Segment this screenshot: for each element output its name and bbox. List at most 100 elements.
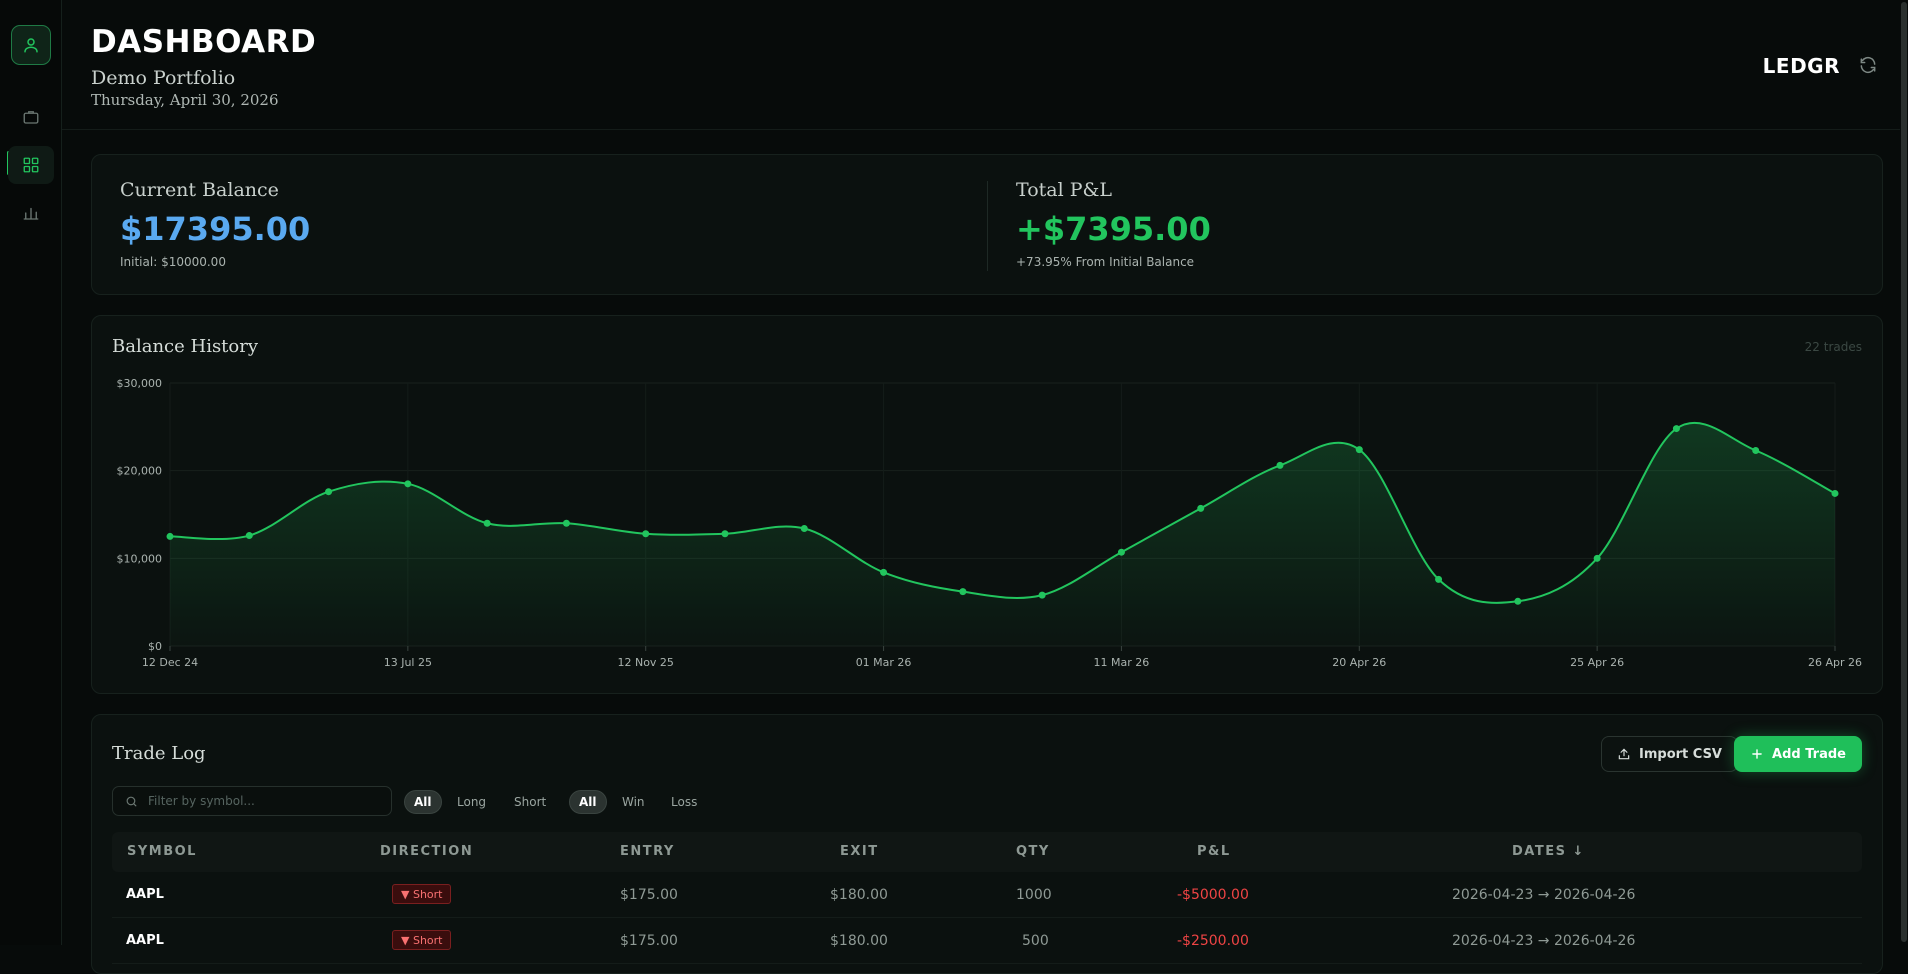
data-point bbox=[959, 588, 967, 596]
trade-log-card: Trade Log Import CSV Add Trade All Long … bbox=[91, 714, 1883, 974]
cell-pnl: -$5000.00 bbox=[1177, 887, 1249, 903]
search-input[interactable] bbox=[146, 793, 386, 809]
cell-dates: 2026-04-23 → 2026-04-26 bbox=[1452, 887, 1636, 903]
col-entry[interactable]: ENTRY bbox=[620, 844, 675, 859]
plus-icon bbox=[1752, 749, 1762, 759]
col-symbol[interactable]: SYMBOL bbox=[127, 844, 197, 859]
table-header: SYMBOL DIRECTION ENTRY EXIT QTY P&L DATE… bbox=[112, 832, 1862, 872]
sidebar bbox=[0, 0, 62, 945]
cell-pnl: -$2500.00 bbox=[1177, 933, 1249, 949]
pnl-label: Total P&L bbox=[1016, 179, 1113, 201]
data-point bbox=[642, 530, 650, 538]
filter-direction-all[interactable]: All bbox=[404, 790, 442, 814]
bar-chart-icon bbox=[23, 207, 39, 220]
add-trade-button[interactable]: Add Trade bbox=[1734, 736, 1862, 772]
x-tick-label: 12 Nov 25 bbox=[617, 656, 673, 669]
add-trade-label: Add Trade bbox=[1772, 746, 1846, 762]
y-tick-label: $20,000 bbox=[117, 465, 163, 478]
upload-icon bbox=[1618, 748, 1630, 760]
x-tick-label: 25 Apr 26 bbox=[1570, 656, 1624, 669]
data-point bbox=[880, 568, 888, 576]
data-point bbox=[1672, 425, 1680, 433]
table-row[interactable]: AAPL ▼ Short $175.00 $180.00 1000 -$5000… bbox=[112, 872, 1862, 918]
data-point bbox=[721, 530, 729, 538]
refresh-icon[interactable] bbox=[1858, 55, 1878, 75]
x-tick-label: 20 Apr 26 bbox=[1332, 656, 1386, 669]
data-point bbox=[1752, 447, 1760, 455]
data-point bbox=[800, 525, 808, 533]
grid-icon bbox=[23, 157, 39, 173]
cell-symbol: AAPL bbox=[126, 887, 164, 902]
table-row[interactable]: AAPL ▼ Short $175.00 $180.00 500 -$2500.… bbox=[112, 918, 1862, 964]
current-date: Thursday, April 30, 2026 bbox=[91, 91, 279, 109]
import-csv-button[interactable]: Import CSV bbox=[1601, 736, 1738, 772]
brand-logo: LEDGR bbox=[1762, 54, 1840, 78]
symbol-filter[interactable] bbox=[112, 786, 392, 816]
col-exit[interactable]: EXIT bbox=[840, 844, 879, 859]
direction-badge: ▼ Short bbox=[392, 884, 452, 904]
balance-label: Current Balance bbox=[120, 179, 279, 201]
data-point bbox=[1276, 461, 1284, 469]
balance-chart: $0 $10,000 $20,000 $30,000 12 Dec 24 13 Jul 2… bbox=[117, 377, 1863, 669]
col-direction[interactable]: DIRECTION bbox=[380, 844, 474, 859]
x-tick-label: 12 Dec 24 bbox=[142, 656, 198, 669]
balance-note: Initial: $10000.00 bbox=[120, 255, 226, 269]
user-icon bbox=[24, 38, 38, 53]
series-line bbox=[169, 421, 1836, 604]
import-csv-label: Import CSV bbox=[1639, 746, 1722, 762]
cell-entry: $175.00 bbox=[620, 887, 678, 903]
filter-result-loss[interactable]: Loss bbox=[671, 795, 698, 809]
cell-exit: $180.00 bbox=[830, 933, 888, 949]
trade-log-title: Trade Log bbox=[112, 743, 206, 764]
pnl-note: +73.95% From Initial Balance bbox=[1016, 255, 1195, 269]
summary-card: Current Balance $17395.00 Initial: $1000… bbox=[91, 154, 1883, 295]
data-point bbox=[1831, 489, 1839, 497]
cell-symbol: AAPL bbox=[126, 933, 164, 948]
scrollbar-thumb[interactable] bbox=[1901, 2, 1907, 942]
direction-badge: ▼ Short bbox=[392, 930, 452, 950]
y-tick-label: $30,000 bbox=[117, 377, 163, 390]
y-tick-label: $0 bbox=[148, 640, 162, 653]
scrollbar[interactable] bbox=[1900, 0, 1908, 945]
data-point bbox=[245, 532, 253, 540]
x-tick-label: 01 Mar 26 bbox=[856, 656, 912, 669]
data-point bbox=[1117, 548, 1125, 556]
chart-title: Balance History bbox=[112, 336, 259, 357]
data-point bbox=[1355, 446, 1363, 454]
filter-result-all[interactable]: All bbox=[569, 790, 607, 814]
col-pnl[interactable]: P&L bbox=[1197, 844, 1231, 859]
trade-count: 22 trades bbox=[1804, 340, 1862, 354]
x-tick-label: 11 Mar 26 bbox=[1094, 656, 1150, 669]
balance-value: $17395.00 bbox=[120, 210, 311, 248]
x-tick-label: 13 Jul 25 bbox=[384, 656, 432, 669]
data-point bbox=[483, 519, 491, 527]
briefcase-icon bbox=[23, 111, 39, 124]
data-point bbox=[166, 532, 174, 540]
x-tick-label: 26 Apr 26 bbox=[1808, 656, 1862, 669]
sidebar-item-portfolio[interactable] bbox=[8, 98, 54, 136]
data-point bbox=[1038, 591, 1046, 599]
col-dates[interactable]: DATES ↓ bbox=[1512, 844, 1585, 859]
user-avatar-button[interactable] bbox=[11, 25, 51, 65]
data-point bbox=[1197, 504, 1205, 512]
filter-direction-short[interactable]: Short bbox=[514, 795, 547, 809]
page-header: DASHBOARD Demo Portfolio Thursday, April… bbox=[62, 0, 1908, 130]
col-qty[interactable]: QTY bbox=[1016, 844, 1050, 859]
divider bbox=[987, 181, 988, 271]
cell-qty: 1000 bbox=[1016, 887, 1052, 903]
data-point bbox=[1593, 554, 1601, 562]
balance-history-card: Balance History 22 trades $0 $10,000 $20,0… bbox=[91, 315, 1883, 694]
cell-dates: 2026-04-23 → 2026-04-26 bbox=[1452, 933, 1636, 949]
sidebar-item-analytics[interactable] bbox=[8, 194, 54, 232]
cell-entry: $175.00 bbox=[620, 933, 678, 949]
filter-result-win[interactable]: Win bbox=[622, 795, 645, 809]
data-point bbox=[404, 480, 412, 488]
search-icon bbox=[126, 796, 137, 806]
sidebar-item-dashboard[interactable] bbox=[8, 146, 54, 184]
filter-direction-long[interactable]: Long bbox=[457, 795, 487, 809]
portfolio-name: Demo Portfolio bbox=[91, 67, 236, 89]
pnl-value: +$7395.00 bbox=[1016, 210, 1211, 248]
area-fill bbox=[170, 422, 1835, 646]
cell-exit: $180.00 bbox=[830, 887, 888, 903]
data-point bbox=[1514, 597, 1522, 605]
